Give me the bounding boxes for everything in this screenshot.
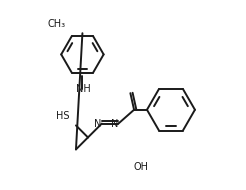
Text: CH₃: CH₃ xyxy=(47,19,66,29)
Text: NH: NH xyxy=(76,84,91,93)
Text: HS: HS xyxy=(56,111,70,121)
Text: OH: OH xyxy=(134,162,149,172)
Text: N: N xyxy=(94,119,102,129)
Text: N: N xyxy=(111,119,118,129)
